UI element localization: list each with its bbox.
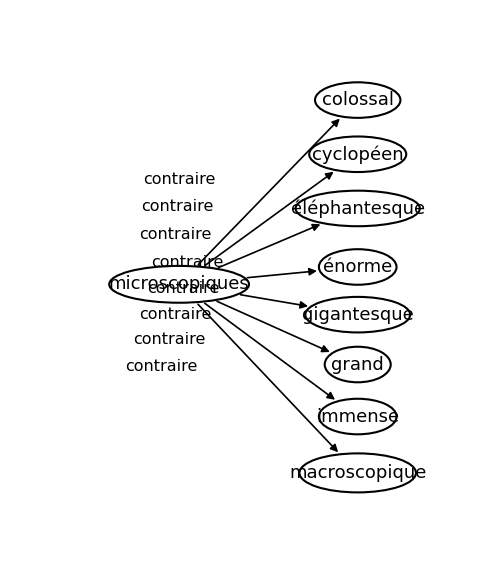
Text: immense: immense bbox=[316, 408, 399, 426]
FancyArrowPatch shape bbox=[198, 120, 339, 265]
Text: macroscopique: macroscopique bbox=[289, 464, 426, 482]
Ellipse shape bbox=[305, 297, 410, 332]
Ellipse shape bbox=[319, 249, 397, 285]
Text: contraire: contraire bbox=[147, 281, 219, 296]
Text: contraire: contraire bbox=[143, 172, 215, 187]
FancyArrowPatch shape bbox=[247, 269, 315, 278]
Ellipse shape bbox=[300, 453, 416, 493]
FancyArrowPatch shape bbox=[217, 301, 328, 351]
FancyArrowPatch shape bbox=[205, 173, 332, 265]
Text: éléphantesque: éléphantesque bbox=[291, 199, 425, 218]
Text: cyclopéen: cyclopéen bbox=[312, 145, 403, 163]
FancyArrowPatch shape bbox=[240, 295, 306, 308]
Text: contraire: contraire bbox=[125, 359, 198, 374]
Text: microscopiques: microscopiques bbox=[109, 275, 249, 293]
Text: grand: grand bbox=[331, 355, 384, 373]
Text: colossal: colossal bbox=[322, 91, 394, 109]
Text: contraire: contraire bbox=[139, 226, 211, 242]
Text: énorme: énorme bbox=[323, 258, 392, 276]
Text: contraire: contraire bbox=[133, 332, 205, 347]
FancyArrowPatch shape bbox=[198, 304, 337, 451]
Ellipse shape bbox=[319, 399, 397, 434]
Ellipse shape bbox=[315, 82, 400, 118]
Ellipse shape bbox=[325, 347, 391, 382]
Text: contraire: contraire bbox=[139, 307, 211, 323]
Ellipse shape bbox=[109, 266, 249, 303]
Ellipse shape bbox=[309, 136, 406, 172]
Text: contraire: contraire bbox=[141, 199, 213, 215]
Text: gigantesque: gigantesque bbox=[302, 306, 414, 324]
FancyArrowPatch shape bbox=[205, 303, 334, 399]
FancyArrowPatch shape bbox=[218, 225, 319, 267]
Ellipse shape bbox=[296, 191, 420, 226]
Text: contraire: contraire bbox=[151, 255, 223, 270]
